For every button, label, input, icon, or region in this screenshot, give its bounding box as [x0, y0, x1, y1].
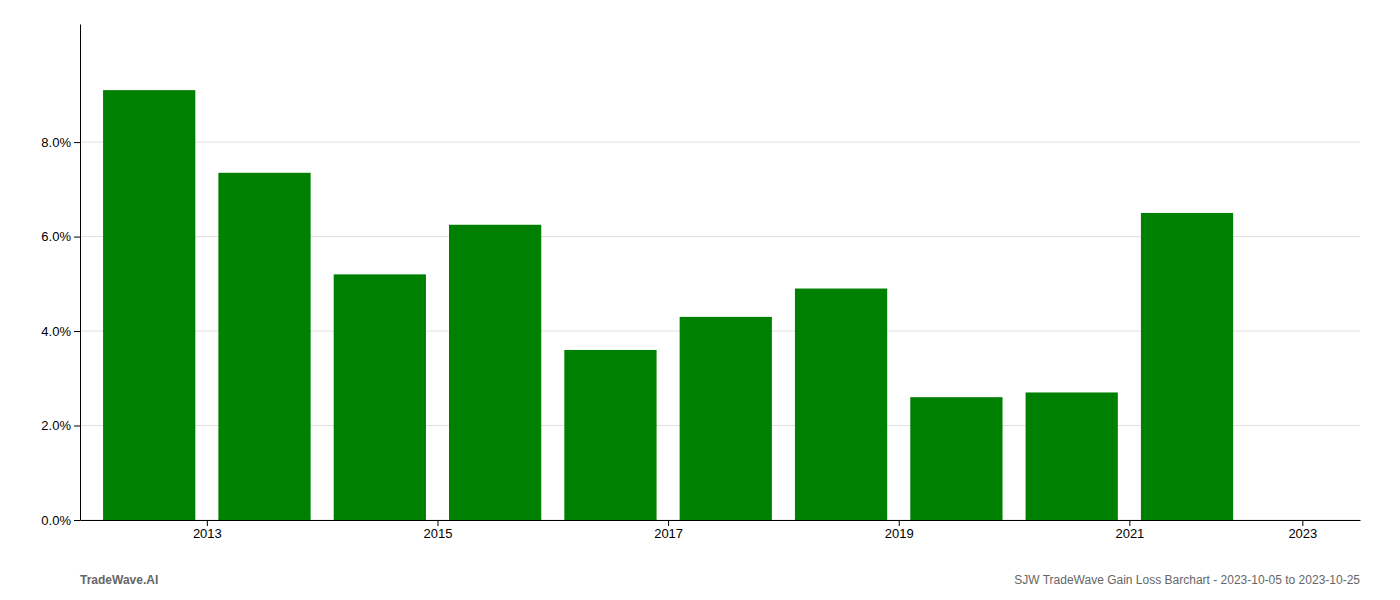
- y-tick-label: 4.0%: [41, 324, 71, 339]
- x-tick-mark: [1129, 520, 1130, 526]
- x-tick-label: 2023: [1288, 526, 1317, 541]
- bars: [103, 90, 1233, 520]
- bar: [1026, 392, 1118, 520]
- footer-right: SJW TradeWave Gain Loss Barchart - 2023-…: [1014, 573, 1360, 587]
- bar: [680, 317, 772, 520]
- x-tick: 2023: [1288, 520, 1317, 541]
- plot: 2013 2015 2017 2019 2021 2023 0.0% 2.0% 4.0% 6.0%…: [41, 25, 1360, 542]
- x-tick-mark: [899, 520, 900, 526]
- chart-svg: 2013 2015 2017 2019 2021 2023 0.0% 2.0% 4.0% 6.0%…: [0, 0, 1400, 600]
- bar: [334, 274, 426, 520]
- y-axis-line: [80, 25, 81, 521]
- y-tick-label: 2.0%: [41, 418, 71, 433]
- x-tick-mark: [668, 520, 669, 526]
- x-tick: 2013: [193, 520, 222, 541]
- x-axis-line: [81, 520, 1361, 521]
- x-tick-mark: [1302, 520, 1303, 526]
- x-tick: 2015: [424, 520, 453, 541]
- y-tick-mark: [74, 520, 80, 521]
- bar: [103, 90, 195, 520]
- y-tick-label: 6.0%: [41, 229, 71, 244]
- x-tick-mark: [437, 520, 438, 526]
- y-tick-mark: [74, 331, 80, 332]
- y-tick-mark: [74, 237, 80, 238]
- bar: [910, 397, 1002, 520]
- bar: [449, 225, 541, 520]
- y-tick: 2.0%: [41, 418, 80, 433]
- x-tick-label: 2015: [424, 526, 453, 541]
- y-tick-mark: [74, 142, 80, 143]
- x-tick-label: 2019: [885, 526, 914, 541]
- x-tick-label: 2013: [193, 526, 222, 541]
- y-tick: 4.0%: [41, 324, 80, 339]
- y-tick: 8.0%: [41, 135, 80, 150]
- x-tick-label: 2021: [1115, 526, 1144, 541]
- grid: [80, 142, 1360, 520]
- bar: [1141, 213, 1233, 520]
- x-tick-label: 2017: [654, 526, 683, 541]
- grid-line: [80, 142, 1360, 143]
- x-tick: 2017: [654, 520, 683, 541]
- bar: [795, 289, 887, 520]
- x-tick: 2019: [885, 520, 914, 541]
- y-tick-label: 0.0%: [41, 513, 71, 528]
- y-tick-label: 8.0%: [41, 135, 71, 150]
- y-tick: 6.0%: [41, 229, 80, 244]
- y-axis: 0.0% 2.0% 4.0% 6.0% 8.0%: [41, 25, 80, 528]
- footer-left: TradeWave.AI: [80, 573, 158, 587]
- y-tick-mark: [74, 426, 80, 427]
- bar: [218, 173, 310, 520]
- bar: [564, 350, 656, 520]
- x-axis: 2013 2015 2017 2019 2021 2023: [81, 520, 1361, 541]
- x-tick: 2021: [1115, 520, 1144, 541]
- x-tick-mark: [207, 520, 208, 526]
- y-tick: 0.0%: [41, 513, 80, 528]
